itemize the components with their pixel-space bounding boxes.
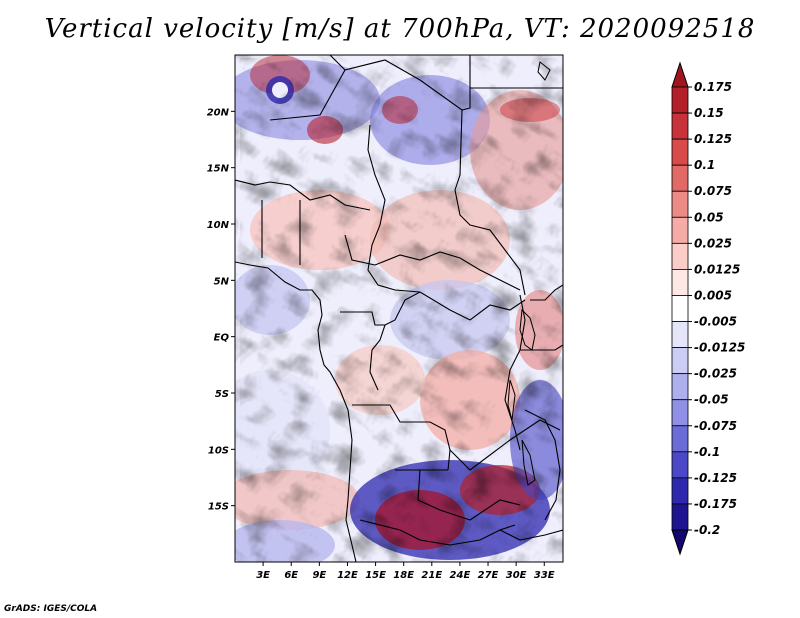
colorbar-swatch: [671, 425, 689, 453]
colorbar-swatch: [671, 451, 689, 479]
colorbar-swatch: [671, 347, 689, 375]
lat-tick-label: 15S: [208, 502, 229, 513]
lon-tick-label: 6E: [284, 570, 298, 581]
lon-tick-label: 15E: [365, 570, 386, 581]
colorbar-swatch: [671, 321, 689, 348]
colorbar: 0.175 0.15 0.125 0.1 0.075 0.05 0.025 0.0125 0.0…: [671, 61, 745, 556]
colorbar-label: -0.175: [694, 497, 737, 511]
colorbar-bottom-triangle: [671, 529, 689, 556]
colorbar-label: -0.1: [694, 445, 720, 459]
colorbar-top-triangle: [671, 61, 689, 88]
colorbar-label: -0.125: [694, 471, 737, 485]
colorbar-label: 0.025: [694, 236, 732, 250]
lat-tick-label: 10S: [208, 445, 229, 456]
colorbar-swatch: [671, 269, 689, 296]
colorbar-label: 0.15: [694, 106, 724, 120]
colorbar-swatch: [671, 86, 689, 114]
colorbar-label: -0.005: [694, 315, 737, 329]
colorbar-swatch: [671, 503, 689, 531]
lat-tick-label: 15N: [207, 164, 230, 175]
lat-tick-label: 10N: [207, 220, 230, 231]
latitude-axis: 20N 15N 10N 5N EQ 5S 10S 15S: [207, 107, 235, 513]
colorbar-label: 0.175: [694, 80, 732, 94]
colorbar-label: 0.005: [694, 288, 732, 302]
colorbar-label: -0.0125: [694, 341, 745, 355]
lon-tick-label: 30E: [506, 570, 527, 581]
colorbar-label: 0.125: [694, 132, 732, 146]
colorbar-label: -0.075: [694, 419, 737, 433]
country-borders: [235, 55, 563, 562]
colorbar-label: 0.075: [694, 184, 732, 198]
lon-tick-label: 24E: [450, 570, 471, 581]
lat-tick-label: 5N: [214, 276, 230, 287]
longitude-axis: 3E 6E 9E 12E 15E 18E 21E 24E 27E 30E 33E: [256, 562, 555, 581]
lat-tick-label: 20N: [207, 107, 230, 118]
lon-tick-label: 33E: [534, 570, 555, 581]
colorbar-label: 0.05: [694, 210, 724, 224]
map-title: Vertical velocity [m/s] at 700hPa, VT: 2…: [44, 14, 756, 44]
colorbar-label: -0.05: [694, 393, 729, 407]
lon-tick-label: 3E: [256, 570, 270, 581]
colorbar-label: 0.0125: [694, 262, 740, 276]
colorbar-swatch: [671, 112, 689, 140]
credit-label: GrADS: IGES/COLA: [4, 604, 98, 614]
colorbar-swatch: [671, 138, 689, 166]
lakes: [507, 61, 551, 486]
colorbar-swatch: [671, 216, 689, 244]
colorbar-swatch: [671, 242, 689, 270]
lon-tick-label: 27E: [478, 570, 499, 581]
lat-tick-label: EQ: [214, 333, 230, 344]
colorbar-swatch: [671, 295, 689, 322]
colorbar-label: 0.1: [694, 158, 715, 172]
colorbar-swatch: [671, 190, 689, 218]
colorbar-swatch: [671, 373, 689, 401]
lon-tick-label: 9E: [312, 570, 326, 581]
colorbar-swatch: [671, 477, 689, 505]
lat-tick-label: 5S: [215, 389, 229, 400]
vertical-velocity-field: [235, 55, 563, 562]
lon-tick-label: 21E: [421, 570, 442, 581]
colorbar-label: -0.2: [694, 523, 720, 537]
map-frame: [234, 54, 564, 563]
colorbar-swatch: [671, 399, 689, 427]
colorbar-label: -0.025: [694, 367, 737, 381]
lon-tick-label: 12E: [337, 570, 358, 581]
lon-tick-label: 18E: [393, 570, 414, 581]
colorbar-swatch: [671, 164, 689, 192]
